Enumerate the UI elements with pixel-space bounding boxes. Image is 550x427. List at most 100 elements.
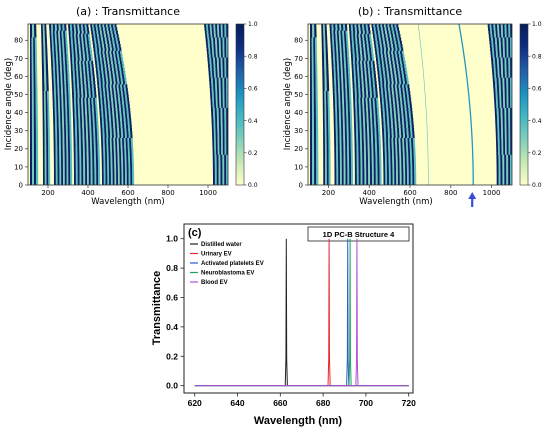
heatmap-cell [94, 94, 97, 99]
heatmap-cell [110, 134, 113, 139]
heatmap-cell [122, 77, 125, 82]
heatmap-cell [51, 44, 54, 48]
heatmap-cell [497, 34, 500, 38]
heatmap-cell [90, 57, 93, 62]
heatmap-cell [88, 50, 91, 55]
heatmap-cell [108, 81, 111, 85]
heatmap-cell [35, 164, 39, 169]
heatmap-cell [334, 151, 337, 156]
heatmap-cell [83, 94, 86, 99]
heatmap-cell [42, 154, 45, 159]
heatmap-cell [392, 30, 395, 35]
heatmap-cell [31, 138, 35, 142]
heatmap-cell [87, 57, 90, 62]
heatmap-cell [388, 114, 391, 119]
heatmap-cell [212, 101, 215, 105]
heatmap-cell [348, 124, 351, 129]
heatmap-cell [33, 60, 36, 65]
heatmap-cell [79, 27, 82, 31]
heatmap-cell [220, 178, 223, 182]
heatmap-cell [376, 57, 378, 62]
heatmap-cell [207, 24, 210, 28]
heatmap-cell [316, 131, 319, 135]
heatmap-cell [93, 144, 96, 149]
heatmap-cell [209, 60, 212, 65]
heatmap-cell [36, 178, 39, 182]
heatmap-cell [47, 127, 50, 132]
heatmap-cell [46, 70, 49, 75]
heatmap-cell [101, 144, 104, 149]
heatmap-cell [214, 57, 217, 62]
heatmap-cell [395, 54, 398, 58]
heatmap-cell [102, 64, 105, 68]
heatmap-cell [334, 94, 337, 99]
heatmap-cell [64, 124, 66, 129]
heatmap-cell [45, 60, 48, 65]
heatmap-cell [322, 104, 325, 109]
heatmap-cell [385, 77, 388, 82]
heatmap-cell [336, 97, 339, 102]
heatmap-cell [350, 144, 353, 149]
heatmap-cell [217, 144, 220, 149]
heatmap-cell [59, 60, 62, 65]
heatmap-cell [124, 124, 127, 129]
heatmap-cell [217, 47, 220, 52]
heatmap-cell [349, 104, 352, 109]
heatmap-cell [58, 127, 61, 132]
heatmap-cell [220, 77, 223, 82]
heatmap-cell [341, 141, 344, 146]
heatmap-cell [58, 107, 61, 112]
heatmap-cell [213, 87, 216, 92]
heatmap-cell [391, 54, 394, 58]
heatmap-cell [126, 151, 129, 156]
heatmap-cell [116, 168, 119, 172]
heatmap-cell [334, 54, 337, 58]
heatmap-cell [46, 174, 49, 179]
heatmap-cell [360, 101, 363, 105]
heatmap-cell [338, 87, 341, 92]
heatmap-cell [114, 164, 117, 169]
heatmap-cell [226, 101, 228, 105]
heatmap-cell [370, 70, 373, 75]
heatmap-cell [214, 34, 216, 38]
heatmap-cell [353, 104, 356, 109]
heatmap-cell [211, 124, 214, 129]
heatmap-cell [491, 64, 494, 68]
heatmap-cell [510, 30, 512, 35]
heatmap-cell [400, 77, 403, 82]
heatmap-cell [311, 54, 314, 58]
heatmap-cell [209, 77, 212, 82]
heatmap-cell [67, 114, 70, 119]
heatmap-cell [394, 34, 397, 38]
heatmap-cell [310, 40, 312, 45]
heatmap-cell [64, 81, 67, 85]
heatmap-cell [116, 141, 119, 146]
heatmap-cell [335, 67, 338, 72]
heatmap-cell [217, 101, 220, 105]
heatmap-cell [48, 178, 51, 182]
heatmap-cell [383, 57, 386, 62]
heatmap-cell [31, 54, 34, 58]
heatmap-cell [74, 67, 77, 72]
heatmap-cell [366, 91, 369, 95]
heatmap-cell [45, 97, 48, 102]
heatmap-cell [63, 37, 66, 42]
heatmap-cell [62, 121, 65, 125]
heatmap-cell [101, 161, 104, 166]
heatmap-cell [61, 94, 64, 99]
heatmap-cell [86, 174, 89, 179]
heatmap-cell [118, 181, 120, 185]
heatmap-cell [63, 121, 66, 125]
heatmap-cell [224, 104, 227, 109]
heatmap-cell [393, 44, 396, 48]
heatmap-cell [117, 164, 120, 169]
heatmap-cell [493, 57, 496, 62]
heatmap-cell [125, 84, 128, 89]
heatmap-cell [368, 94, 371, 99]
heatmap-cell [60, 124, 63, 129]
heatmap-cell [110, 144, 113, 149]
heatmap-cell [59, 91, 62, 95]
heatmap-cell [382, 34, 385, 38]
heatmap-cell [506, 24, 509, 28]
heatmap-cell [391, 24, 393, 28]
